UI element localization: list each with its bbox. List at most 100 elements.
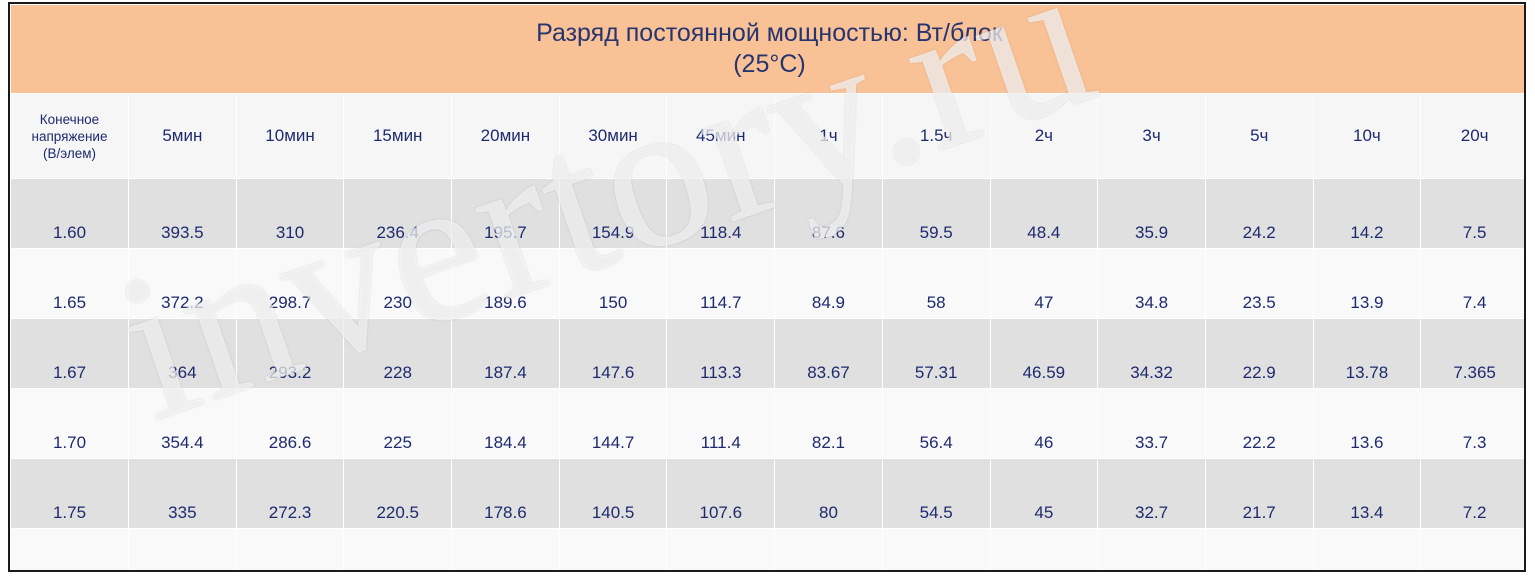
- value-cell: 54.5: [881, 458, 991, 529]
- voltage-cell: 1.65: [10, 248, 129, 319]
- value-cell: 46.59: [989, 318, 1099, 389]
- value-cell: 21.7: [1204, 458, 1314, 529]
- value-cell: 150: [558, 248, 668, 319]
- value-cell: 178.6: [451, 458, 560, 529]
- value-cell: 56.4: [881, 388, 991, 459]
- column-header: 5ч: [1204, 93, 1314, 179]
- value-cell: 187.4: [451, 318, 560, 389]
- value-cell: 7.365: [1420, 318, 1524, 389]
- value-cell: 24.2: [1204, 178, 1314, 249]
- column-header: 15мин: [343, 93, 453, 179]
- column-header: 10ч: [1312, 93, 1422, 179]
- value-cell: 184.4: [451, 388, 560, 459]
- column-header: 10мин: [235, 93, 345, 179]
- value-cell: 35.9: [1097, 178, 1206, 249]
- value-cell: 57.31: [881, 318, 991, 389]
- discharge-table: Разряд постоянной мощностью: Вт/блок (25…: [10, 4, 1524, 570]
- value-cell: 12.5: [1312, 528, 1422, 570]
- value-cell: 31.7: [1097, 528, 1206, 570]
- voltage-cell: 1.67: [10, 318, 129, 389]
- value-cell: 372.2: [128, 248, 237, 319]
- value-cell: 113.3: [666, 318, 776, 389]
- column-header: 30мин: [558, 93, 668, 179]
- table-title-line2: (25°C): [733, 50, 806, 78]
- value-cell: 111.4: [666, 388, 776, 459]
- discharge-table-frame: Разряд постоянной мощностью: Вт/блок (25…: [8, 2, 1526, 572]
- value-cell: 286.6: [235, 388, 345, 459]
- value-cell: 272.3: [235, 458, 345, 529]
- value-cell: 22.2: [1204, 388, 1314, 459]
- column-header: 20ч: [1420, 93, 1524, 179]
- value-cell: 7.4: [1420, 248, 1524, 319]
- value-cell: 80: [774, 458, 883, 529]
- value-cell: 87.6: [774, 178, 883, 249]
- value-cell: 189.6: [451, 248, 560, 319]
- value-cell: 7.2: [1420, 458, 1524, 529]
- value-cell: 7.5: [1420, 178, 1524, 249]
- column-header: 1.5ч: [881, 93, 991, 179]
- value-cell: 20.8: [1204, 528, 1314, 570]
- value-cell: 293.2: [235, 318, 345, 389]
- header-final-voltage-line1: Конечное: [39, 111, 100, 127]
- value-cell: 114.7: [666, 248, 776, 319]
- value-cell: 33.7: [1097, 388, 1206, 459]
- table-row: 1.67 364 293.2 228 187.4 147.6 113.3 83.67 57.31…: [10, 318, 1524, 389]
- value-cell: 118.4: [666, 178, 776, 249]
- voltage-cell: 1.70: [10, 388, 129, 459]
- value-cell: 107.6: [666, 458, 776, 529]
- value-cell: 144.7: [558, 388, 668, 459]
- value-cell: 259.2: [235, 528, 345, 570]
- value-cell: 13.4: [1312, 458, 1422, 529]
- value-cell: 236.4: [343, 178, 453, 249]
- column-header: 20мин: [451, 93, 560, 179]
- table-row: 1.60 393.5 310 236.4 195.7 154.9 118.4 87.6 59.5…: [10, 178, 1524, 249]
- value-cell: 13.9: [1312, 248, 1422, 319]
- value-cell: 77.4: [774, 528, 883, 570]
- table-header-row: Конечное напряжение (В/элем) 5мин 10мин 15…: [10, 93, 1524, 179]
- value-cell: 103.7: [666, 528, 776, 570]
- value-cell: 58: [881, 248, 991, 319]
- table-title-row: Разряд постоянной мощностью: Вт/блок (25…: [10, 4, 1524, 94]
- value-cell: 34.8: [1097, 248, 1206, 319]
- value-cell: 13.78: [1312, 318, 1422, 389]
- table-row: 1.75 335 272.3 220.5 178.6 140.5 107.6 80 54.5 45…: [10, 458, 1524, 529]
- value-cell: 220.5: [343, 458, 453, 529]
- column-header: 5мин: [128, 93, 237, 179]
- value-cell: 22.9: [1204, 318, 1314, 389]
- value-cell: 84.9: [774, 248, 883, 319]
- voltage-cell: 1.75: [10, 458, 129, 529]
- value-cell: 393.5: [128, 178, 237, 249]
- voltage-cell: 1.60: [10, 178, 129, 249]
- value-cell: 43.5: [989, 528, 1099, 570]
- value-cell: 14.2: [1312, 178, 1422, 249]
- value-cell: 298.7: [235, 248, 345, 319]
- column-header: 45мин: [666, 93, 776, 179]
- table-row: 1.70 354.4 286.6 225 184.4 144.7 111.4 82.1 56.4…: [10, 388, 1524, 459]
- value-cell: 7: [1420, 528, 1524, 570]
- voltage-cell: 1.80: [10, 528, 129, 570]
- header-final-voltage-line2: напряжение: [31, 128, 108, 144]
- header-final-voltage: Конечное напряжение (В/элем): [10, 93, 129, 179]
- value-cell: 354.4: [128, 388, 237, 459]
- value-cell: 53: [881, 528, 991, 570]
- value-cell: 154.9: [558, 178, 668, 249]
- value-cell: 47: [989, 248, 1099, 319]
- value-cell: 228: [343, 318, 453, 389]
- header-final-voltage-line3: (В/элем): [42, 145, 96, 161]
- value-cell: 310: [235, 178, 345, 249]
- value-cell: 364: [128, 318, 237, 389]
- value-cell: 83.67: [774, 318, 883, 389]
- column-header: 2ч: [989, 93, 1099, 179]
- table-title: Разряд постоянной мощностью: Вт/блок (25…: [10, 4, 1524, 94]
- value-cell: 225: [343, 388, 453, 459]
- value-cell: 32.7: [1097, 458, 1206, 529]
- value-cell: 48.4: [989, 178, 1099, 249]
- value-cell: 195.7: [451, 178, 560, 249]
- value-cell: 137: [558, 528, 668, 570]
- table-row: 1.65 372.2 298.7 230 189.6 150 114.7 84.9 58 47 34…: [10, 248, 1524, 319]
- value-cell: 7.3: [1420, 388, 1524, 459]
- value-cell: 59.5: [881, 178, 991, 249]
- value-cell: 173.6: [451, 528, 560, 570]
- value-cell: 13.6: [1312, 388, 1422, 459]
- table-title-line1: Разряд постоянной мощностью: Вт/блок: [536, 19, 1003, 47]
